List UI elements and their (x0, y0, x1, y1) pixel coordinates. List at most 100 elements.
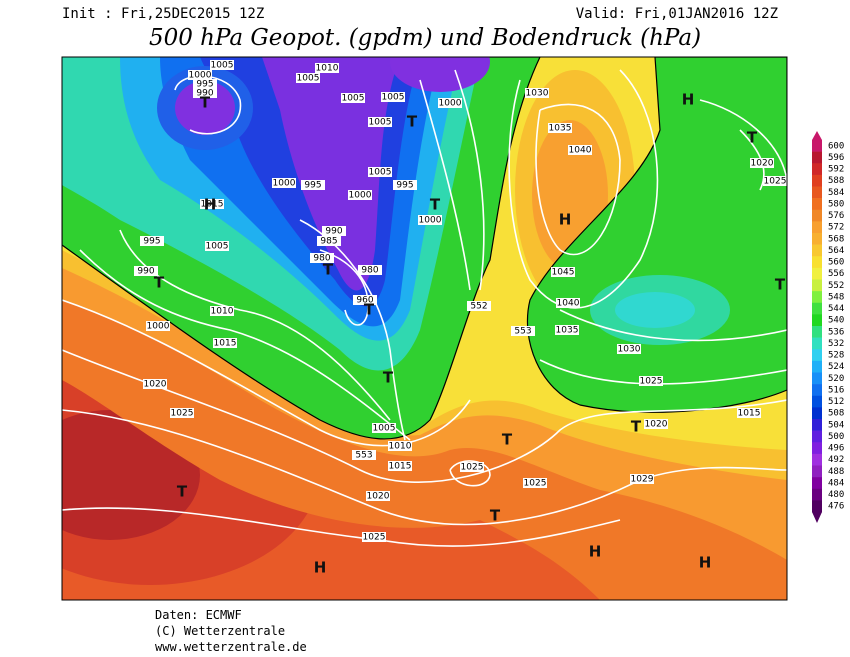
colorbar-swatch (812, 186, 822, 199)
label-box (388, 461, 412, 471)
label-box (272, 178, 296, 188)
colorbar-label: 572 (828, 223, 844, 233)
isobar (508, 69, 659, 309)
geopotential-label: 553 (514, 327, 531, 337)
label-box (200, 199, 224, 209)
colorbar-label: 568 (828, 234, 844, 244)
colorbar-label: 584 (828, 188, 844, 198)
label-box (644, 419, 668, 429)
isobar-label: 1025 (363, 533, 386, 543)
colorbar-swatch (812, 233, 822, 245)
pressure-center: T (154, 274, 165, 292)
colorbar-label: 480 (828, 490, 844, 500)
colorbar-label: 488 (828, 467, 844, 477)
pressure-center: T (364, 301, 375, 319)
colorbar-label: 496 (828, 444, 844, 454)
pressure-center: T (177, 483, 188, 501)
label-box (143, 379, 167, 389)
isobar-label: 990 (325, 227, 342, 237)
init-time: Init : Fri,25DEC2015 12Z (62, 6, 264, 22)
label-box (511, 326, 535, 336)
isobar-label: 1015 (214, 339, 237, 349)
field-region (262, 57, 400, 291)
isobar-label: 985 (320, 237, 337, 247)
label-box (556, 298, 580, 308)
label-box (368, 117, 392, 127)
isobar (419, 79, 471, 291)
colorbar-label: 484 (828, 478, 844, 488)
geopotential-label: 553 (355, 451, 372, 461)
isobar-label: 1025 (524, 479, 547, 489)
colorbar-label: 500 (828, 432, 844, 442)
pressure-center: H (204, 196, 217, 214)
colorbar-swatch (812, 453, 822, 466)
isobar-label: 995 (143, 237, 160, 247)
geopotential-label: 552 (470, 302, 487, 312)
footer-line: www.wetterzentrale.de (155, 640, 307, 654)
pressure-center: T (200, 94, 211, 112)
isobar-label: 1005 (206, 242, 229, 252)
colorbar-swatch (812, 326, 822, 338)
colorbar-label: 524 (828, 362, 844, 372)
colorbar-swatch (812, 302, 822, 315)
label-box (213, 338, 237, 348)
isobar-label: 1005 (297, 74, 320, 84)
pressure-center: T (323, 261, 334, 279)
field-region (615, 292, 695, 328)
pressure-center: T (747, 129, 758, 147)
footer-line: (C) Wetterzentrale (155, 624, 285, 638)
field-region (175, 81, 235, 135)
label-box (418, 215, 442, 225)
colorbar-label: 560 (828, 258, 844, 268)
pressure-center: T (631, 418, 642, 436)
isobar (535, 103, 621, 256)
isobar-label: 1020 (645, 420, 668, 430)
colorbar-swatch (812, 372, 822, 385)
colorbar-swatch (812, 291, 822, 304)
label-box (310, 253, 334, 263)
isobar-label: 990 (196, 89, 213, 99)
colorbar-swatch (812, 314, 822, 327)
label-box (525, 88, 549, 98)
isobar (559, 309, 787, 342)
isobar (79, 249, 411, 441)
pressure-center: H (559, 211, 572, 229)
label-box (362, 532, 386, 542)
colorbar-swatch (812, 419, 822, 431)
isobar (319, 249, 369, 326)
colorbar-swatch (812, 256, 822, 269)
colorbar-label: 596 (828, 153, 844, 163)
label-box (763, 176, 787, 186)
pressure-center: T (775, 276, 786, 294)
label-box (551, 267, 575, 277)
colorbar-label: 532 (828, 339, 844, 349)
isobar (454, 69, 485, 291)
colorbar-label: 548 (828, 292, 844, 302)
isobar-label: 1000 (189, 71, 212, 81)
label-box (353, 295, 377, 305)
colorbar-swatch (812, 279, 822, 292)
isobar (62, 409, 787, 526)
colorbar-label: 520 (828, 374, 844, 384)
colorbar-label: 528 (828, 351, 844, 361)
label-box (170, 408, 194, 418)
isobar-label: 1000 (147, 322, 170, 332)
pressure-center: T (383, 369, 394, 387)
label-box (438, 98, 462, 108)
isobar-label: 1005 (342, 94, 365, 104)
colorbar-label: 556 (828, 269, 844, 279)
label-box (393, 180, 417, 190)
isobar-label: 1005 (369, 118, 392, 128)
field-region (390, 57, 490, 92)
isobar-label: 1005 (369, 168, 392, 178)
isobar (449, 460, 491, 487)
isobar-label: 990 (137, 267, 154, 277)
pressure-center: T (430, 196, 441, 214)
colorbar-swatch (812, 244, 822, 257)
colorbar-swatch (812, 395, 822, 408)
colorbar-swatch (812, 163, 822, 176)
colorbar-label: 580 (828, 199, 844, 209)
isobar (699, 99, 787, 181)
colorbar-swatch (812, 500, 822, 513)
pressure-center: H (314, 559, 327, 577)
